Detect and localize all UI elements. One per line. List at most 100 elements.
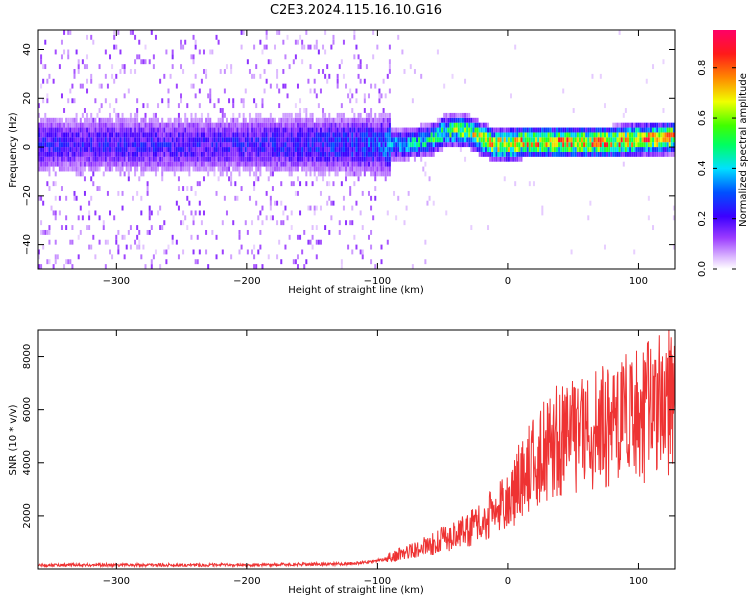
heatmap-cell: [305, 30, 308, 35]
heatmap-cell: [568, 151, 571, 157]
snr-series-line: [38, 330, 675, 569]
heatmap-cell: [144, 264, 147, 269]
heatmap-cell: [666, 147, 669, 152]
heatmap-cell: [532, 151, 535, 157]
heatmap-cell: [426, 147, 429, 152]
heatmap-cell: [403, 137, 406, 143]
heatmap-cell: [106, 151, 109, 157]
heatmap-cell: [232, 142, 235, 148]
heatmap-cell: [267, 161, 270, 167]
heatmap-cell: [403, 156, 406, 162]
heatmap-cell: [255, 176, 258, 182]
heatmap-cell: [338, 151, 341, 157]
heatmap-cell: [505, 156, 508, 162]
heatmap-cell: [63, 161, 66, 167]
heatmap-cell: [305, 166, 308, 172]
heatmap-cell: [432, 127, 435, 133]
heatmap-cell: [280, 122, 283, 128]
heatmap-cell: [190, 147, 193, 152]
heatmap-cell: [313, 171, 316, 177]
heatmap-cell: [616, 147, 619, 152]
heatmap-cell: [660, 142, 663, 148]
heatmap-cell: [94, 122, 97, 128]
heatmap-cell: [50, 132, 53, 138]
heatmap-cell: [453, 122, 456, 128]
heatmap-cell: [100, 147, 103, 152]
heatmap-cell: [453, 117, 456, 123]
heatmap-cell: [161, 225, 164, 231]
heatmap-cell: [416, 142, 419, 148]
heatmap-cell: [510, 127, 513, 133]
heatmap-cell: [355, 88, 358, 94]
heatmap-cell: [384, 93, 387, 99]
heatmap-cell: [510, 151, 513, 157]
heatmap-cell: [386, 112, 389, 118]
heatmap-cell: [507, 142, 510, 148]
heatmap-cell: [315, 132, 318, 138]
heatmap-cell: [286, 161, 289, 167]
heatmap-cell: [79, 171, 82, 177]
heatmap-cell: [167, 127, 170, 133]
heatmap-cell: [56, 132, 59, 138]
heatmap-cell: [372, 151, 375, 157]
heatmap-cell: [349, 156, 352, 162]
heatmap-cell: [370, 195, 373, 201]
heatmap-cell: [223, 166, 226, 172]
heatmap-cell: [480, 147, 483, 152]
heatmap-cell: [553, 142, 556, 148]
heatmap-cell: [303, 127, 306, 133]
heatmap-cell: [86, 54, 89, 60]
heatmap-cell: [464, 132, 467, 138]
heatmap-cell: [46, 98, 49, 104]
heatmap-cell: [376, 122, 379, 128]
heatmap-cell: [255, 264, 258, 269]
y-tick-label: 8000: [22, 344, 33, 369]
heatmap-cell: [670, 142, 673, 148]
heatmap-cell: [436, 117, 439, 123]
heatmap-cell: [441, 122, 444, 128]
heatmap-cell: [213, 142, 216, 148]
heatmap-cell: [163, 147, 166, 152]
heatmap-cell: [324, 112, 327, 118]
heatmap-cell: [211, 161, 214, 167]
heatmap-cell: [251, 127, 254, 133]
heatmap-cell: [209, 98, 212, 104]
heatmap-cell: [324, 225, 327, 231]
heatmap-cell: [288, 161, 291, 167]
heatmap-cell: [165, 147, 168, 152]
heatmap-cell: [246, 229, 249, 235]
heatmap-cell: [94, 142, 97, 148]
heatmap-cell: [395, 156, 398, 162]
heatmap-cell: [296, 112, 299, 118]
heatmap-cell: [119, 127, 122, 133]
heatmap-cell: [192, 122, 195, 128]
heatmap-cell: [276, 30, 279, 35]
heatmap-cell: [388, 166, 391, 172]
heatmap-cell: [330, 147, 333, 152]
heatmap-cell: [386, 132, 389, 138]
heatmap-cell: [382, 117, 385, 123]
heatmap-cell: [328, 195, 331, 201]
y-tick-label: −20: [22, 185, 33, 206]
heatmap-cell: [664, 122, 667, 128]
heatmap-cell: [88, 147, 91, 152]
heatmap-cell: [286, 127, 289, 133]
heatmap-cell: [317, 156, 320, 162]
heatmap-cell: [276, 122, 279, 128]
heatmap-cell: [225, 132, 228, 138]
heatmap-cell: [230, 137, 233, 143]
heatmap-cell: [221, 147, 224, 152]
heatmap-cell: [79, 147, 82, 152]
heatmap-cell: [96, 147, 99, 152]
heatmap-cell: [430, 142, 433, 148]
heatmap-cell: [459, 132, 462, 138]
heatmap-cell: [102, 220, 105, 226]
heatmap-cell: [514, 151, 517, 157]
heatmap-cell: [257, 166, 260, 172]
heatmap-cell: [438, 127, 441, 133]
heatmap-cell: [326, 200, 329, 206]
heatmap-cell: [347, 132, 350, 138]
heatmap-cell: [44, 117, 47, 123]
heatmap-cell: [430, 147, 433, 152]
heatmap-cell: [182, 210, 185, 216]
